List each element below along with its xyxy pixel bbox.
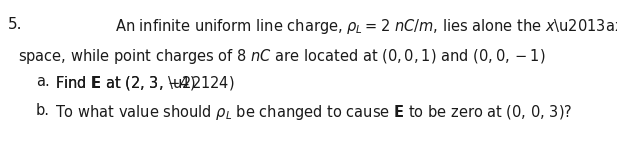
- Text: b.: b.: [36, 103, 50, 118]
- Text: An infinite uniform line charge, $\rho_L = 2\ nC/m$, lies alone the $x$\u2013axi: An infinite uniform line charge, $\rho_L…: [115, 17, 617, 36]
- Text: Find $\mathbf{E}$ at (2, 3, −4): Find $\mathbf{E}$ at (2, 3, −4): [55, 74, 196, 92]
- Text: space, while point charges of 8 $nC$ are located at $(0, 0, 1)$ and $(0, 0, -1)$: space, while point charges of 8 $nC$ are…: [18, 47, 545, 66]
- Text: Find $\mathbf{E}$ at (2, 3, \u22124): Find $\mathbf{E}$ at (2, 3, \u22124): [55, 74, 234, 92]
- Text: a.: a.: [36, 74, 50, 89]
- Text: 5.: 5.: [8, 17, 22, 32]
- Text: To what value should $\rho_L$ be changed to cause $\mathbf{E}$ to be zero at (0,: To what value should $\rho_L$ be changed…: [55, 103, 573, 122]
